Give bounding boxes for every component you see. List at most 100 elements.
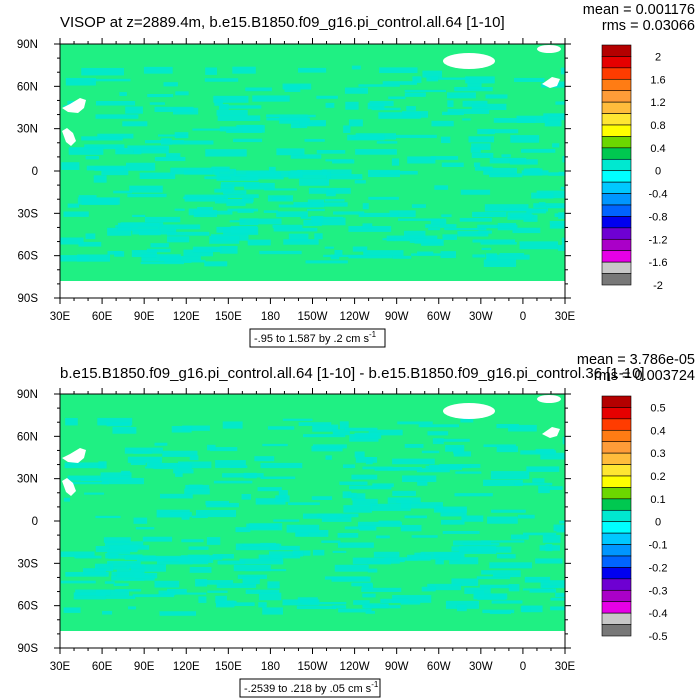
anomaly-patch bbox=[175, 471, 183, 477]
anomaly-patch bbox=[337, 542, 374, 548]
anomaly-patch bbox=[173, 468, 194, 474]
anomaly-patch bbox=[189, 455, 199, 461]
anomaly-patch bbox=[166, 153, 181, 158]
anomaly-patch bbox=[184, 194, 228, 202]
anomaly-patch bbox=[351, 65, 361, 70]
anomaly-patch bbox=[77, 197, 120, 205]
anomaly-patch bbox=[367, 568, 378, 573]
anomaly-patch bbox=[542, 534, 561, 543]
y-tick-label: 60S bbox=[18, 601, 39, 613]
anomaly-patch bbox=[486, 253, 498, 261]
anomaly-patch bbox=[102, 610, 113, 615]
anomaly-patch bbox=[462, 542, 500, 546]
anomaly-patch bbox=[411, 204, 426, 208]
anomaly-patch bbox=[263, 210, 278, 213]
anomaly-patch bbox=[312, 424, 339, 432]
panel-2-caspian-mask bbox=[62, 448, 86, 463]
anomaly-patch bbox=[193, 209, 218, 218]
anomaly-patch bbox=[241, 493, 252, 500]
anomaly-patch bbox=[354, 180, 366, 184]
anomaly-patch bbox=[278, 490, 288, 498]
anomaly-patch bbox=[467, 83, 482, 90]
panel-1: VISOP at z=2889.4m, b.e15.B1850.f09_g16.… bbox=[17, 2, 695, 348]
anomaly-patch bbox=[428, 228, 441, 231]
anomaly-patch bbox=[245, 569, 287, 572]
colorbar-level-label: -0.8 bbox=[649, 211, 668, 223]
anomaly-patch bbox=[170, 140, 214, 145]
anomaly-patch bbox=[414, 238, 442, 244]
anomaly-patch bbox=[181, 539, 204, 543]
anomaly-patch bbox=[222, 473, 264, 478]
anomaly-patch bbox=[401, 502, 443, 509]
anomaly-patch bbox=[184, 488, 210, 495]
y-tick-label: 30N bbox=[17, 124, 38, 136]
anomaly-patch bbox=[107, 250, 122, 255]
anomaly-patch bbox=[287, 502, 320, 506]
y-tick-label: 30N bbox=[17, 474, 38, 486]
colorbar-level-label: -0.3 bbox=[649, 585, 668, 597]
panel-1-antarctica-mask bbox=[60, 282, 565, 298]
anomaly-patch bbox=[480, 242, 517, 245]
anomaly-patch bbox=[182, 425, 210, 431]
anomaly-patch bbox=[149, 555, 186, 562]
anomaly-patch bbox=[519, 241, 559, 250]
anomaly-patch bbox=[65, 481, 109, 485]
anomaly-patch bbox=[367, 102, 385, 110]
anomaly-patch bbox=[548, 172, 565, 176]
anomaly-patch bbox=[334, 564, 369, 572]
colorbar-swatch bbox=[601, 227, 632, 240]
anomaly-patch bbox=[214, 168, 237, 176]
anomaly-patch bbox=[561, 237, 565, 246]
anomaly-patch bbox=[407, 156, 436, 164]
anomaly-patch bbox=[418, 424, 460, 428]
anomaly-patch bbox=[368, 169, 400, 178]
anomaly-patch bbox=[272, 224, 303, 229]
anomaly-patch bbox=[427, 583, 462, 591]
anomaly-patch bbox=[217, 115, 261, 121]
anomaly-patch bbox=[273, 519, 300, 522]
anomaly-patch bbox=[343, 505, 372, 513]
anomaly-patch bbox=[379, 67, 418, 74]
colorbar-swatch bbox=[601, 578, 632, 591]
anomaly-patch bbox=[361, 587, 402, 592]
anomaly-patch bbox=[332, 429, 350, 436]
anomaly-patch bbox=[170, 167, 213, 175]
anomaly-patch bbox=[112, 426, 137, 434]
anomaly-patch bbox=[220, 184, 235, 192]
anomaly-patch bbox=[417, 251, 434, 256]
x-tick-label: 150E bbox=[215, 661, 242, 673]
anomaly-patch bbox=[105, 595, 136, 599]
anomaly-patch bbox=[279, 117, 310, 124]
anomaly-patch bbox=[344, 427, 378, 432]
anomaly-patch bbox=[149, 457, 161, 465]
anomaly-patch bbox=[325, 455, 332, 460]
anomaly-patch bbox=[402, 475, 437, 483]
y-tick-label: 60N bbox=[17, 431, 38, 443]
anomaly-patch bbox=[154, 442, 168, 446]
colorbar-level-label: 0.4 bbox=[650, 143, 665, 155]
anomaly-patch bbox=[258, 592, 282, 601]
anomaly-patch bbox=[250, 218, 282, 225]
anomaly-patch bbox=[240, 176, 284, 180]
x-tick-label: 60E bbox=[92, 311, 113, 323]
anomaly-patch bbox=[349, 434, 379, 442]
anomaly-patch bbox=[353, 600, 370, 605]
x-tick-label: 180 bbox=[261, 311, 280, 323]
anomaly-patch bbox=[127, 145, 169, 150]
anomaly-patch bbox=[226, 129, 263, 133]
anomaly-patch bbox=[552, 143, 560, 148]
anomaly-patch bbox=[239, 558, 284, 565]
anomaly-patch bbox=[290, 123, 308, 129]
anomaly-patch bbox=[384, 557, 418, 561]
anomaly-patch bbox=[440, 509, 467, 517]
y-tick-label: 60S bbox=[18, 251, 39, 263]
anomaly-patch bbox=[188, 484, 203, 489]
anomaly-patch bbox=[431, 77, 470, 80]
anomaly-patch bbox=[215, 600, 235, 608]
anomaly-patch bbox=[220, 182, 260, 187]
anomaly-patch bbox=[550, 606, 565, 611]
colorbar-level-label: 0.8 bbox=[650, 120, 665, 132]
anomaly-patch bbox=[462, 118, 471, 121]
anomaly-patch bbox=[83, 568, 106, 575]
anomaly-patch bbox=[509, 159, 538, 165]
